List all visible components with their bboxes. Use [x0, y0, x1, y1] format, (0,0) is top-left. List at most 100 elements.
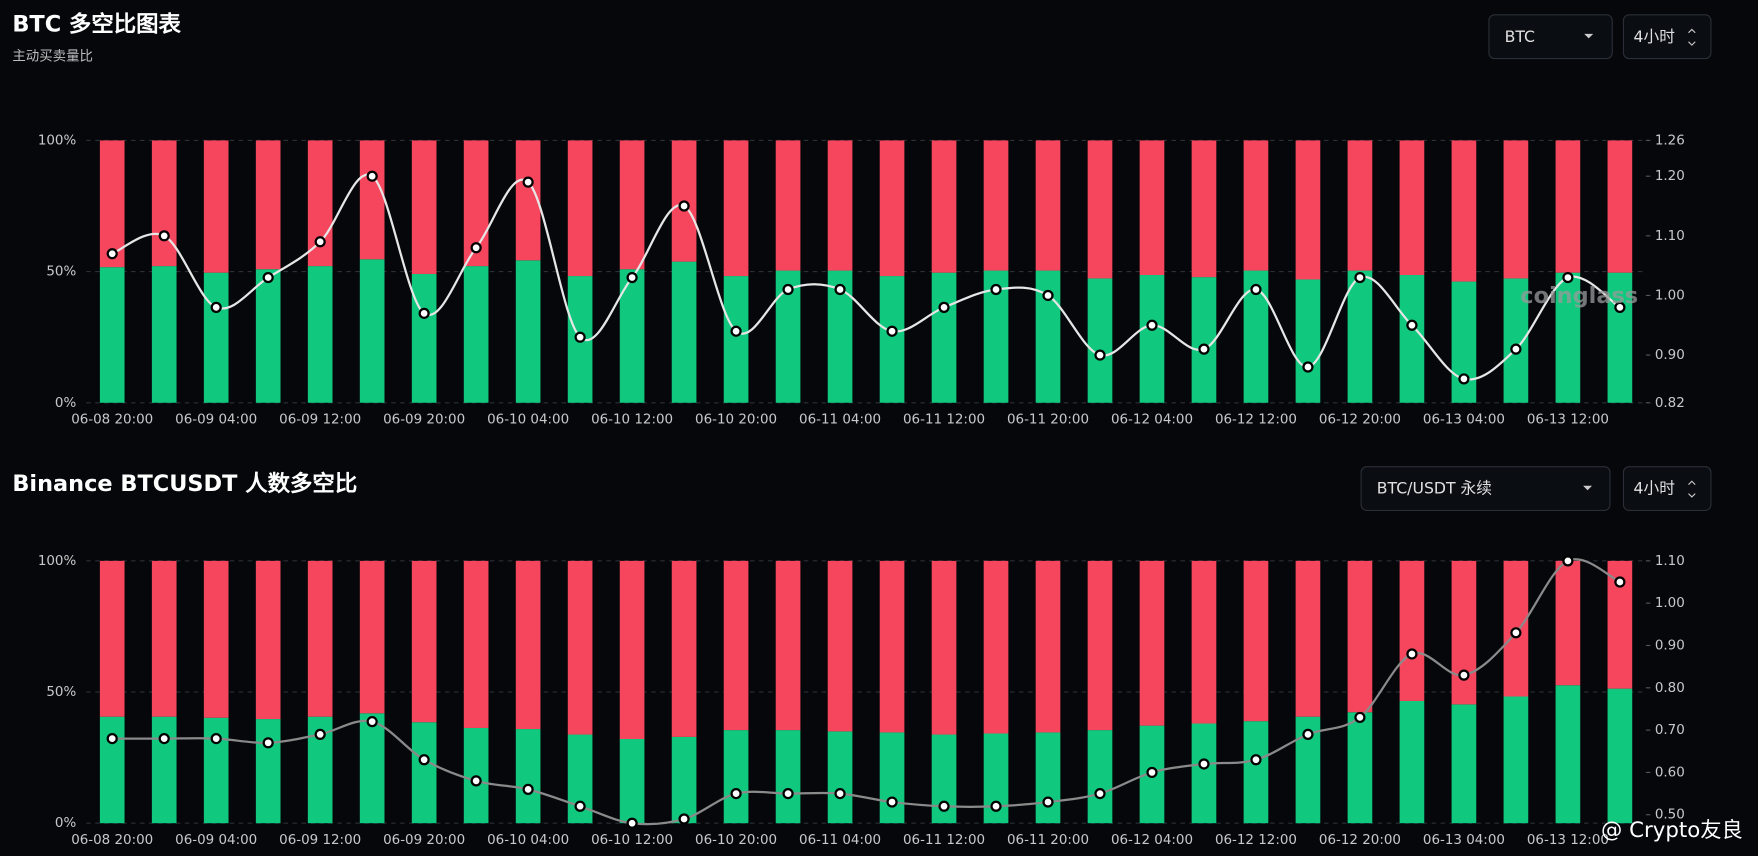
x-tick-label: 06-10 12:00	[591, 833, 673, 848]
x-tick-label: 06-09 12:00	[279, 413, 361, 428]
bar-segment	[1607, 272, 1633, 403]
ratio-point	[1562, 555, 1574, 567]
bar-segment	[671, 261, 697, 403]
ratio-point	[158, 230, 170, 242]
ratio-point	[1250, 283, 1262, 296]
x-tick-label: 06-10 20:00	[695, 833, 777, 848]
ratio-point	[1250, 754, 1262, 766]
bar-segment	[1191, 560, 1217, 724]
bar-segment	[1243, 140, 1269, 271]
bar-segment	[515, 560, 541, 730]
bar-segment	[671, 736, 697, 824]
symbol-dropdown[interactable]	[1360, 466, 1611, 511]
y2-tick-label: 1.20	[1655, 169, 1685, 184]
bar-segment	[879, 140, 905, 277]
ratio-point	[1614, 301, 1626, 313]
bar-segment	[359, 713, 385, 824]
bar-segment	[359, 140, 385, 260]
bar-segment	[1139, 275, 1165, 403]
ratio-point	[990, 800, 1002, 812]
ratio-point	[1302, 728, 1314, 740]
bar-segment	[1503, 140, 1529, 279]
ratio-point	[834, 283, 846, 296]
bar-segment	[931, 560, 957, 735]
x-tick-label: 06-09 04:00	[175, 833, 257, 848]
x-tick-label: 06-13 04:00	[1423, 833, 1505, 848]
ratio-point	[1094, 787, 1106, 800]
ratio-point	[262, 737, 274, 749]
y2-tick-label: 0.70	[1655, 723, 1685, 738]
chart-title: BTC 多空比图表	[12, 10, 181, 37]
ratio-point	[210, 732, 222, 745]
ratio-line	[111, 173, 1621, 381]
x-tick-label: 06-13 12:00	[1527, 833, 1609, 848]
sort-icon	[1688, 480, 1696, 498]
bar-segment	[1191, 140, 1217, 278]
bar-segment	[1347, 712, 1373, 824]
bar-segment	[151, 716, 177, 824]
bar-segment	[1347, 140, 1373, 271]
bar-segment	[1399, 140, 1425, 276]
x-tick-label: 06-12 12:00	[1215, 833, 1297, 848]
x-tick-label: 06-11 20:00	[1007, 413, 1089, 428]
x-tick-label: 06-12 20:00	[1319, 833, 1401, 848]
interval-dropdown[interactable]	[1622, 466, 1712, 511]
bar-segment	[411, 140, 437, 274]
ratio-point	[730, 325, 742, 337]
bar-segment	[723, 140, 749, 277]
ratio-point	[1458, 373, 1470, 385]
ratio-point	[158, 732, 170, 745]
ratio-point	[1146, 766, 1158, 779]
bar-segment	[411, 273, 437, 403]
bar-segment	[567, 140, 593, 277]
ratio-point	[1042, 796, 1054, 808]
dropdown-arrow	[1584, 33, 1594, 39]
interval-dropdown[interactable]	[1622, 14, 1712, 60]
bar-segment	[1139, 560, 1165, 726]
bar-segment	[411, 722, 437, 824]
dropdown-arrow	[1583, 485, 1593, 491]
bar-segment	[151, 266, 177, 403]
bar-segment	[1191, 723, 1217, 824]
ratio-point	[106, 732, 118, 745]
bar-segment	[619, 560, 645, 739]
x-tick-label: 06-12 04:00	[1111, 833, 1193, 848]
ratio-point	[262, 271, 274, 284]
y-tick-label: 0%	[55, 396, 77, 411]
x-tick-label: 06-12 12:00	[1215, 413, 1297, 428]
bar-segment	[203, 140, 229, 273]
ratio-point	[470, 775, 482, 787]
watermark: @ Crypto友良	[1601, 818, 1743, 843]
y2-tick-label: 0.90	[1655, 348, 1685, 363]
bar-segment	[255, 560, 281, 720]
bar-segment	[567, 560, 593, 735]
y2-tick-label: 1.10	[1655, 229, 1685, 244]
bar-segment	[1555, 140, 1581, 273]
x-tick-label: 06-12 04:00	[1111, 413, 1193, 428]
sort-icon	[1688, 28, 1696, 46]
bar-segment	[723, 276, 749, 403]
bar-segment	[1139, 140, 1165, 276]
ratio-point	[1146, 319, 1158, 331]
ratio-point	[938, 301, 950, 313]
bar-segment	[359, 259, 385, 403]
ratio-point	[1354, 271, 1366, 284]
y2-tick-label: 1.10	[1655, 554, 1685, 569]
y2-tick-label: 1.26	[1655, 133, 1685, 148]
chart-title: Binance BTCUSDT 人数多空比	[12, 470, 357, 497]
bar-segment	[151, 560, 177, 717]
bar-segment	[1399, 275, 1425, 403]
y-tick-label: 100%	[38, 554, 77, 569]
ratio-point	[678, 200, 690, 212]
bar-segment	[1035, 140, 1061, 271]
symbol-dropdown[interactable]	[1488, 14, 1613, 60]
x-tick-label: 06-09 20:00	[383, 833, 465, 848]
bar-segment	[723, 730, 749, 824]
dropdown-label: 4小时	[1634, 479, 1676, 498]
bar-segment	[463, 266, 489, 403]
x-tick-label: 06-11 20:00	[1007, 833, 1089, 848]
bar-segment	[1347, 270, 1373, 403]
ratio-point	[1302, 361, 1314, 373]
bar-segment	[775, 560, 801, 731]
ratio-point	[1042, 289, 1054, 302]
